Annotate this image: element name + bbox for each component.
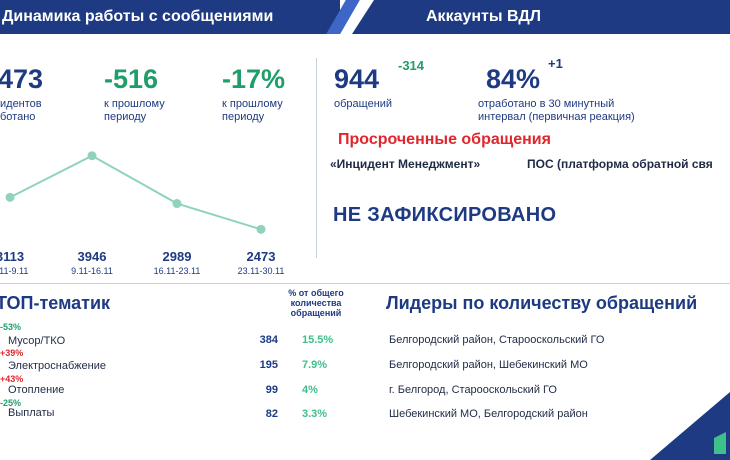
leader-item: г. Белгород, Старооскольский ГО [389,384,557,396]
trend-chart [5,151,266,234]
trend-point [256,224,266,234]
topic-name: Мусор/ТКО [8,335,66,347]
topic-delta: +43% [0,374,24,384]
topic-count: 195 [259,359,278,371]
trend-point [87,151,97,161]
trend-period-label: 23.11-30.11 [237,266,285,276]
overdue-status: НЕ ЗАФИКСИРОВАНО [333,204,557,226]
kpi-diff-label: к прошлому периоду [104,98,165,123]
leaders-title: Лидеры по количеству обращений [386,293,698,313]
trend-point [5,192,15,202]
kpi-percent-label: к прошлому периоду [222,98,283,123]
section-title-accounts: Аккаунты ВДЛ [426,8,541,25]
topic-count: 384 [259,334,278,346]
trend-period-label: 2.11-9.11 [0,266,29,276]
leader-item: Белгородский район, Шебекинский МО [389,359,588,371]
kpi-reaction-value: 84% [486,64,541,94]
horizontal-divider [0,283,730,284]
kpi-requests-label: обращений [334,98,393,110]
topic-share: 3.3% [302,408,328,420]
vertical-divider [316,58,317,258]
topic-share: 7.9% [302,359,328,371]
kpi-requests-delta: -314 [398,58,425,73]
section-title-dynamics: Динамика работы с сообщениями [2,8,274,25]
topic-delta: -53% [0,322,22,332]
leader-item: Белгородский район, Старооскольский ГО [389,334,605,346]
overdue-system-pos: ПОС (платформа обратной свя [527,157,713,171]
chart-bars-icon [714,432,726,454]
overdue-title: Просроченные обращения [338,131,551,148]
share-column-header: % от общего количества обращений [288,288,344,318]
kpi-processed-value: 473 [0,64,44,94]
overdue-system-incident: «Инцидент Менеджмент» [330,157,481,171]
kpi-percent-value: -17% [222,64,286,94]
trend-value-label: 3946 [77,249,107,264]
topic-count: 99 [265,384,278,396]
kpi-requests-value: 944 [334,64,380,94]
topic-share: 15.5% [302,334,334,346]
kpi-diff-value: -516 [104,64,159,94]
topic-share: 4% [302,384,318,396]
trend-period-label: 16.11-23.11 [153,266,201,276]
trend-period-label: 9.11-16.11 [71,266,113,276]
topic-name: Отопление [8,384,65,396]
topic-delta: +39% [0,348,24,358]
topic-count: 82 [265,408,278,420]
trend-line [9,154,262,231]
trend-value-label: 3113 [0,249,25,264]
kpi-reaction-label: отработано в 30 минутный интервал (перви… [478,98,635,123]
trend-point [172,199,182,209]
kpi-processed-label: идентов ботано [0,98,42,123]
trend-value-label: 2473 [246,249,276,264]
leader-item: Шебекинский МО, Белгородский район [389,408,588,420]
topic-name: Выплаты [8,407,55,419]
topic-name: Электроснабжение [8,360,106,372]
header-banner-left: Динамика работы с сообщениями [0,0,340,34]
kpi-reaction-delta: +1 [548,56,563,71]
topics-title: ТОП-тематик [0,293,111,313]
header-banner-right: Аккаунты ВДЛ [352,0,730,34]
trend-value-label: 2989 [162,249,192,264]
topic-delta: -25% [0,398,22,408]
